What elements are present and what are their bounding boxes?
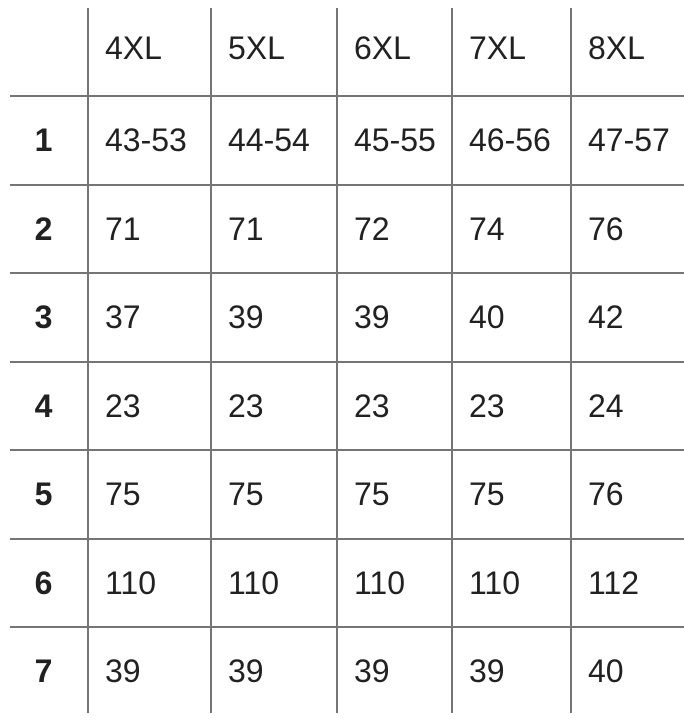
table-cell: 43-53 [87, 95, 211, 185]
row-label: 5 [0, 449, 88, 539]
table-row: 5 75 75 75 75 76 [0, 449, 684, 539]
table-cell: 71 [210, 183, 337, 273]
table-cell: 47-57 [570, 95, 684, 185]
table-cell: 110 [451, 537, 571, 627]
table-row: 3 37 39 39 40 42 [0, 272, 684, 362]
table-cell: 24 [570, 360, 684, 450]
table-cell: 74 [451, 183, 571, 273]
table-cell: 39 [336, 272, 452, 362]
table-cell: 40 [570, 626, 684, 713]
table-cell: 110 [87, 537, 211, 627]
size-chart-header: 4XL 5XL 6XL 7XL 8XL [0, 0, 684, 96]
row-label: 4 [0, 360, 88, 450]
table-cell: 37 [87, 272, 211, 362]
column-header-6xl: 6XL [336, 0, 452, 96]
table-row: 2 71 71 72 74 76 [0, 183, 684, 273]
table-cell: 42 [570, 272, 684, 362]
table-cell: 75 [210, 449, 337, 539]
table-row: 7 39 39 39 39 40 [0, 626, 684, 713]
table-cell: 75 [87, 449, 211, 539]
table-cell: 45-55 [336, 95, 452, 185]
size-chart-body: 1 43-53 44-54 45-55 46-56 47-57 2 71 71 … [0, 95, 684, 713]
row-label: 3 [0, 272, 88, 362]
table-cell: 75 [336, 449, 452, 539]
table-cell: 23 [87, 360, 211, 450]
table-cell: 110 [336, 537, 452, 627]
table-row: 4 23 23 23 23 24 [0, 360, 684, 450]
table-cell: 76 [570, 183, 684, 273]
size-chart-table: 4XL 5XL 6XL 7XL 8XL 1 43-53 44-54 45-55 … [0, 0, 684, 713]
column-header-5xl: 5XL [210, 0, 337, 96]
table-cell: 23 [451, 360, 571, 450]
table-cell: 40 [451, 272, 571, 362]
table-cell: 76 [570, 449, 684, 539]
row-label: 6 [0, 537, 88, 627]
table-cell: 23 [210, 360, 337, 450]
table-row: 1 43-53 44-54 45-55 46-56 47-57 [0, 95, 684, 185]
crop-mask-left [0, 0, 10, 728]
table-cell: 112 [570, 537, 684, 627]
column-header-4xl: 4XL [87, 0, 211, 96]
table-cell: 75 [451, 449, 571, 539]
table-cell: 71 [87, 183, 211, 273]
table-cell: 72 [336, 183, 452, 273]
table-cell: 39 [451, 626, 571, 713]
column-header-8xl: 8XL [570, 0, 684, 96]
table-cell: 39 [210, 626, 337, 713]
column-header-7xl: 7XL [451, 0, 571, 96]
table-cell: 23 [336, 360, 452, 450]
corner-cell [0, 0, 88, 96]
table-row: 6 110 110 110 110 112 [0, 537, 684, 627]
header-row: 4XL 5XL 6XL 7XL 8XL [0, 0, 684, 96]
row-label: 2 [0, 183, 88, 273]
table-cell: 44-54 [210, 95, 337, 185]
table-cell: 39 [210, 272, 337, 362]
table-cell: 39 [87, 626, 211, 713]
row-label: 1 [0, 95, 88, 185]
table-cell: 39 [336, 626, 452, 713]
row-label: 7 [0, 626, 88, 713]
table-cell: 110 [210, 537, 337, 627]
crop-mask-top [0, 0, 684, 8]
table-cell: 46-56 [451, 95, 571, 185]
